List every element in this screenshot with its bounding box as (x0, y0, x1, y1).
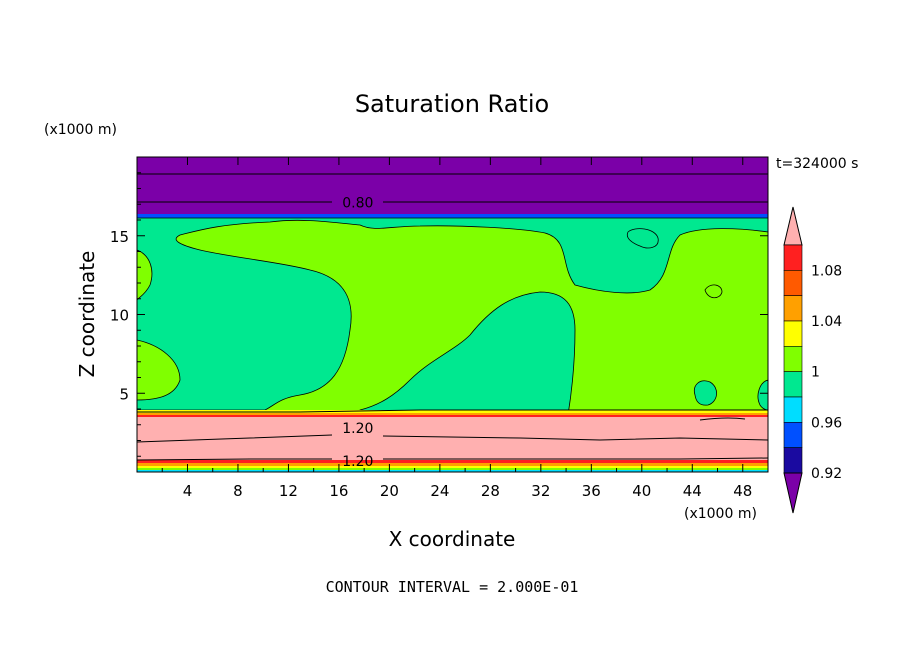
lower-transition-red (137, 415, 768, 418)
contour-line-120-lower (137, 457, 768, 461)
colorbar-swatch (783, 346, 803, 372)
x-tick-label: 32 (531, 482, 550, 500)
x-tick-label: 40 (632, 482, 651, 500)
plot-area (137, 157, 768, 472)
x-tick-label: 48 (733, 482, 752, 500)
mid-layer-region-dot (704, 284, 723, 299)
contour-label: 1.20 (342, 454, 373, 470)
chart-title: Saturation Ratio (355, 90, 549, 118)
contour-label: 0.80 (342, 196, 373, 212)
y-tick-label: 10 (110, 307, 129, 325)
x-tick-label: 16 (329, 482, 348, 500)
colorbar-label: 1.08 (811, 263, 842, 279)
colorbar-bottom-arrow (783, 472, 803, 514)
lower-layer-fill (137, 417, 768, 462)
colorbar-swatch (783, 447, 803, 474)
transition-band (137, 214, 768, 218)
contour-interval-footer: CONTOUR INTERVAL = 2.000E-01 (326, 578, 579, 596)
colorbar: 0.92 0.96 1 1.04 1.08 (783, 206, 842, 514)
x-tick-label: 28 (481, 482, 500, 500)
x-tick-label: 4 (183, 482, 193, 500)
bottom-band-yellow (137, 466, 768, 468)
colorbar-label: 0.92 (811, 466, 842, 482)
colorbar-swatch (783, 422, 803, 448)
bottom-band-green (137, 468, 768, 470)
colorbar-top-arrow (783, 206, 803, 246)
colorbar-swatch (783, 320, 803, 347)
colorbar-swatch (783, 371, 803, 398)
contour-line-120-upper (137, 434, 768, 443)
x-axis: 4 8 12 16 20 24 28 32 36 40 44 48 (161, 157, 752, 500)
y-tick-label: 5 (119, 385, 129, 403)
y-axis-label: Z coordinate (75, 251, 99, 378)
mid-layer-region-small (626, 228, 659, 249)
contour-line-pink-edge (699, 417, 746, 421)
y-unit-label: (x1000 m) (44, 122, 117, 138)
contour-labels: 0.80 1.20 1.20 (342, 196, 373, 470)
x-tick-label: 36 (582, 482, 601, 500)
x-tick-label: 8 (233, 482, 243, 500)
bottom-band-blue (137, 470, 768, 472)
bottom-band-red (137, 460, 768, 463)
y-tick-label: 15 (110, 228, 129, 246)
time-label: t=324000 s (776, 156, 858, 172)
x-tick-label: 44 (683, 482, 702, 500)
contour-label: 1.20 (342, 421, 373, 437)
bottom-band-orange (137, 463, 768, 466)
colorbar-label: 1 (811, 365, 820, 381)
mid-layer-region-right (693, 380, 717, 406)
x-unit-label: (x1000 m) (684, 506, 757, 522)
colorbar-swatch (783, 270, 803, 296)
colorbar-swatch (783, 396, 803, 423)
x-tick-label: 20 (380, 482, 399, 500)
mid-layer-region-center (359, 291, 576, 416)
contour-line-mid-bottom (137, 409, 768, 413)
mid-layer-region-pocket (137, 339, 181, 401)
x-axis-label: X coordinate (389, 527, 516, 551)
y-axis: 5 10 15 (110, 172, 768, 457)
upper-layer-fill (137, 157, 768, 217)
colorbar-swatch (783, 244, 803, 271)
x-tick-label: 24 (430, 482, 449, 500)
colorbar-label: 1.04 (811, 314, 842, 330)
colorbar-swatch (783, 295, 803, 322)
x-tick-label: 12 (279, 482, 298, 500)
colorbar-label: 0.96 (811, 415, 842, 431)
mid-layer-region-left (137, 217, 768, 411)
